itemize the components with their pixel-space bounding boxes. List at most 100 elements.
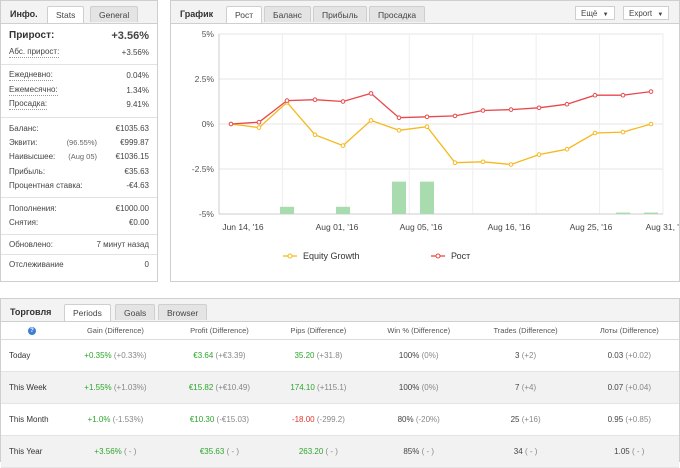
y-tick-label: -2.5% [192, 164, 215, 174]
info-panel: Инфо. Stats General Прирост: +3.56% Абс.… [0, 0, 158, 282]
data-point [648, 89, 654, 94]
tab-stats[interactable]: Stats [47, 6, 85, 23]
stat-updated-value: 7 минут назад [96, 240, 149, 249]
stat-tracking-value: 0 [144, 260, 149, 269]
info-cell: ? [1, 321, 63, 340]
tab-drawdown[interactable]: Просадка [369, 6, 426, 22]
lots-cell: 0.03 (+0.02) [579, 339, 679, 372]
profit-value: €15.82 [188, 383, 214, 392]
data-point [592, 130, 598, 136]
col-win: Win % (Difference) [365, 321, 472, 340]
tab-goals[interactable]: Goals [115, 304, 156, 320]
data-point [284, 98, 290, 103]
tab-periods[interactable]: Periods [64, 304, 111, 321]
trades-cell: 34 ( - ) [471, 435, 580, 468]
table-row: This Week +1.55% (+1.03%) €15.82 (+€10.4… [1, 371, 679, 404]
trades-value: 25 [510, 415, 520, 424]
gain-value: +1.0% [87, 415, 111, 424]
stat-monthly-label[interactable]: Ежемесячно: [9, 85, 58, 96]
series-line [230, 101, 652, 166]
profit-diff: (+€10.49) [215, 383, 251, 392]
export-label: Export [629, 9, 653, 18]
stat-abs-gain-value: +3.56% [121, 48, 149, 57]
stat-highest-value: €1036.15 [115, 152, 149, 161]
info-icon[interactable]: ? [28, 327, 36, 335]
info-title: Инфо. [10, 9, 38, 19]
data-point [480, 108, 486, 113]
profit-value: €10.30 [189, 415, 215, 424]
stat-gain-label: Прирост: [9, 30, 55, 41]
x-tick-label: Jun 14, '16 [222, 222, 264, 232]
data-point [228, 121, 234, 127]
stat-monthly-value: 1.34% [126, 86, 149, 95]
profit-cell: €10.30 (-€15.03) [167, 403, 271, 436]
data-point [368, 118, 374, 123]
stat-daily-label[interactable]: Ежедневно: [9, 70, 53, 81]
win-value: 85% [403, 447, 420, 456]
stat-drawdown: Просадка: 9.41% [9, 99, 149, 111]
data-point [312, 132, 318, 138]
stat-abs-gain-label[interactable]: Абс. прирост: [9, 47, 60, 58]
pips-cell: 174.10 (+115.1) [270, 371, 366, 404]
tab-profit[interactable]: Прибыль [313, 6, 367, 22]
more-arrow-icon: ▼ [602, 12, 609, 18]
stat-profit-value: €35.63 [124, 167, 149, 176]
gain-cell: +3.56% ( - ) [63, 435, 168, 468]
data-point [340, 99, 346, 104]
trades-cell: 7 (+4) [471, 371, 580, 404]
gain-cell: +1.55% (+1.03%) [63, 371, 168, 404]
win-diff: (-20%) [415, 415, 440, 424]
stat-profit: Прибыль: €35.63 [9, 166, 149, 178]
growth-chart: 5% 2.5% 0% -2.5% -5% Jun 14, '16 Aug 01, '16 Au… [192, 29, 679, 261]
stat-gain-value: +3.56% [111, 30, 149, 42]
more-dropdown[interactable]: Ещё ▼ [575, 6, 615, 20]
tab-growth[interactable]: Рост [226, 6, 263, 23]
data-point [256, 119, 262, 125]
trades-cell: 3 (+2) [471, 339, 580, 372]
stat-tracking: Отслеживание 0 [9, 259, 149, 271]
gain-value: +3.56% [94, 447, 122, 456]
tab-general[interactable]: General [90, 6, 139, 22]
tab-browser[interactable]: Browser [158, 304, 208, 320]
data-point [648, 121, 654, 127]
table-row: This Month +1.0% (-1.53%) €10.30 (-€15.0… [1, 403, 679, 436]
stat-abs-gain: Абс. прирост: +3.56% [9, 47, 149, 59]
export-dropdown[interactable]: Export ▼ [623, 6, 670, 20]
stat-withdrawals: Снятия: €0.00 [9, 217, 149, 229]
stat-updated: Обновлено: 7 минут назад [9, 239, 149, 251]
lots-diff: (+0.85) [625, 415, 651, 424]
data-point [536, 152, 542, 157]
x-tick-label: Aug 16, '16 [488, 222, 531, 232]
chart-title: График [180, 9, 214, 19]
period-label: This Year [1, 435, 63, 468]
stat-interest: Процентная ставка: -€4.63 [9, 180, 149, 192]
volume-bar [336, 206, 350, 214]
pips-value: 174.10 [290, 383, 315, 392]
profit-value: €35.63 [199, 447, 225, 456]
lots-cell: 0.07 (+0.04) [579, 371, 679, 404]
lots-value: 1.05 [614, 447, 630, 456]
stat-highest-label: Наивысшее: [9, 152, 56, 161]
stat-balance-label: Баланс: [9, 124, 39, 133]
lots-value: 0.03 [607, 351, 624, 360]
y-tick-label: 2.5% [195, 74, 215, 84]
lots-diff: (+0.04) [625, 383, 651, 392]
more-label: Ещё [581, 9, 598, 18]
stat-equity-value: €999.87 [120, 138, 149, 147]
tab-balance[interactable]: Баланс [264, 6, 311, 22]
col-profit: Profit (Difference) [167, 321, 271, 340]
stat-deposits-value: €1000.00 [115, 204, 149, 213]
stat-drawdown-label[interactable]: Просадка: [9, 99, 48, 110]
stat-interest-value: -€4.63 [126, 181, 149, 190]
lots-cell: 0.95 (+0.85) [579, 403, 679, 436]
stat-deposits-label: Пополнения: [9, 204, 57, 213]
pips-value: 35.20 [294, 351, 315, 360]
stat-drawdown-value: 9.41% [126, 100, 149, 109]
stat-withdrawals-label: Снятия: [9, 218, 39, 227]
legend-marker [435, 253, 441, 259]
data-point [536, 105, 542, 111]
win-cell: 85% ( - ) [365, 435, 472, 468]
gain-cell: +0.35% (+0.33%) [63, 339, 168, 372]
trades-diff: (+4) [521, 383, 537, 392]
data-point [396, 128, 402, 133]
